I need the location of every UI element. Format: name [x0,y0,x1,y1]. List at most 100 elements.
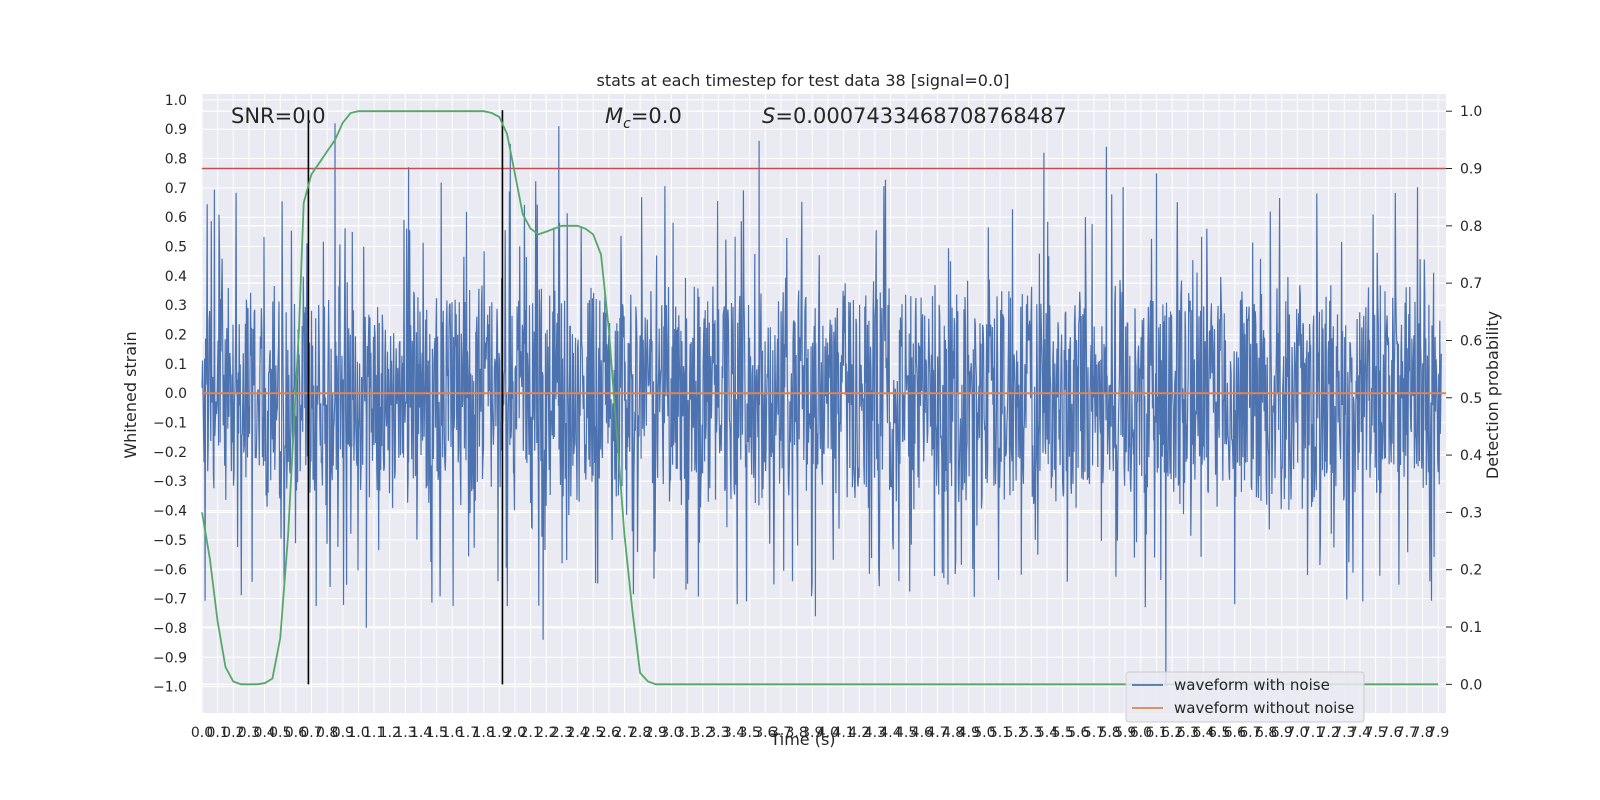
x-tick-label: 6.3 [1177,725,1199,741]
legend: waveform with noise waveform without noi… [1125,671,1365,723]
mc-value: =0.0 [631,104,682,128]
y2-tick-label: 0.4 [1460,448,1482,464]
x-tick-label: 4.7 [926,725,948,741]
y2-tick-label: 0.0 [1460,677,1482,693]
series-waveform-with-noise-line [201,123,1442,687]
x-tick-label: 6.7 [1239,725,1261,741]
y2-tick-label: 0.5 [1460,391,1482,407]
x-tick-label: 6.6 [1224,725,1246,741]
y-axis-ticks: 1.0 0.9 0.8 0.7 0.6 0.5 0.4 0.3 0.2 0.1 0.0 −0.1 −0.… [153,93,187,696]
y-tick-label: 0.0 [165,386,187,402]
x-tick-label: 1.3 [394,725,416,741]
x-tick-label: 5.4 [1036,725,1058,741]
y-tick-label: −1.0 [153,680,187,696]
chart-title: stats at each timestep for test data 38 … [597,71,1010,90]
x-tick-label: 5.5 [1051,725,1073,741]
series-waveform-with-noise [201,123,1442,687]
x-tick-label: 3.7 [770,725,792,741]
x-tick-label: 3.8 [785,725,807,741]
x-tick-label: 5.9 [1114,725,1136,741]
x-tick-label: 6.9 [1271,725,1293,741]
x-tick-label: 0.9 [332,725,354,741]
y-tick-label: −0.3 [153,474,187,490]
legend-label-waveform-without-noise: waveform without noise [1174,699,1354,717]
x-axis-ticks: 0.00.10.20.30.40.50.60.70.80.91.01.11.21… [191,725,1449,741]
x-tick-label: 4.5 [895,725,917,741]
y-tick-label: −0.2 [153,445,187,461]
x-tick-label: 3.1 [676,725,698,741]
x-tick-label: 2.7 [613,725,635,741]
x-tick-label: 7.5 [1364,725,1386,741]
legend-box [1125,671,1365,723]
x-tick-label: 4.0 [817,725,839,741]
x-tick-label: 0.3 [238,725,260,741]
y-tick-label: −0.9 [153,650,187,666]
y-tick-label: 0.9 [165,122,187,138]
y-tick-label: 0.6 [165,210,187,226]
x-tick-label: 1.5 [426,725,448,741]
x-tick-label: 4.9 [958,725,980,741]
y-tick-label: −0.4 [153,504,187,520]
x-tick-label: 1.1 [363,725,385,741]
x-tick-label: 4.1 [832,725,854,741]
x-tick-label: 2.2 [535,725,557,741]
x-tick-label: 1.6 [441,725,463,741]
y2-tick-label: 0.6 [1460,333,1482,349]
x-tick-label: 6.8 [1255,725,1277,741]
snr-annotation: SNR=0.0 [231,104,326,128]
y-tick-label: −0.8 [153,621,187,637]
s-annotation: S=0.0007433468708768487 [762,104,1067,128]
x-tick-label: 1.4 [410,725,432,741]
x-tick-label: 1.9 [488,725,510,741]
x-tick-label: 3.4 [723,725,745,741]
x-tick-label: 1.2 [379,725,401,741]
x-tick-label: 3.0 [660,725,682,741]
y2-tick-label: 0.9 [1460,162,1482,178]
mc-symbol: M [605,104,623,128]
y2-tick-label: 0.1 [1460,620,1482,636]
legend-label-waveform-with-noise: waveform with noise [1174,676,1330,694]
x-tick-label: 3.5 [739,725,761,741]
x-tick-label: 4.6 [911,725,933,741]
y2-axis-ticks: 1.0 0.9 0.8 0.7 0.6 0.5 0.4 0.3 0.2 0.1 0.0 [1446,104,1482,693]
x-tick-label: 0.0 [191,725,213,741]
x-tick-label: 0.8 [316,725,338,741]
x-tick-label: 2.9 [645,725,667,741]
x-tick-label: 6.0 [1130,725,1152,741]
y2-tick-label: 1.0 [1460,104,1482,120]
x-tick-label: 6.1 [1145,725,1167,741]
x-tick-label: 7.4 [1349,725,1371,741]
x-tick-label: 1.7 [457,725,479,741]
x-tick-label: 7.0 [1286,725,1308,741]
x-tick-label: 0.1 [207,725,229,741]
x-tick-label: 2.6 [598,725,620,741]
series-detection-probability [201,110,1439,686]
y-tick-label: 0.5 [165,240,187,256]
x-tick-label: 2.1 [519,725,541,741]
x-tick-label: 3.2 [692,725,714,741]
x-tick-label: 5.0 [973,725,995,741]
x-tick-label: 3.6 [754,725,776,741]
y-tick-label: −0.6 [153,562,187,578]
y-tick-label: −0.7 [153,592,187,608]
x-tick-label: 6.5 [1208,725,1230,741]
x-tick-label: 7.8 [1411,725,1433,741]
x-tick-label: 4.8 [942,725,964,741]
x-tick-label: 3.3 [707,725,729,741]
x-tick-label: 0.4 [253,725,275,741]
x-tick-label: 4.2 [848,725,870,741]
x-tick-label: 2.5 [582,725,604,741]
x-tick-label: 5.8 [1098,725,1120,741]
y-tick-label: 0.8 [165,152,187,168]
x-tick-label: 6.4 [1192,725,1214,741]
x-tick-label: 7.6 [1380,725,1402,741]
x-tick-label: 0.5 [269,725,291,741]
x-tick-label: 2.4 [566,725,588,741]
x-tick-label: 5.2 [1005,725,1027,741]
x-tick-label: 7.7 [1396,725,1418,741]
y-tick-label: 0.4 [165,269,187,285]
x-tick-label: 1.8 [473,725,495,741]
x-tick-label: 7.9 [1427,725,1449,741]
x-tick-label: 2.0 [504,725,526,741]
